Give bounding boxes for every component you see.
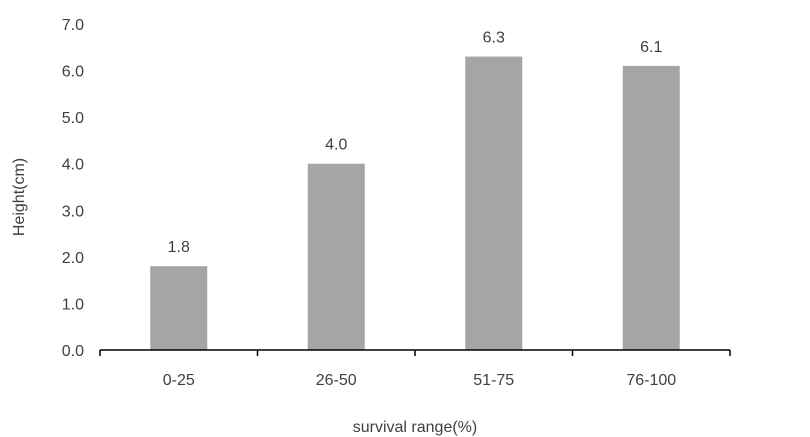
bar-0-25 — [150, 266, 208, 350]
y-tick-label: 5.0 — [62, 110, 84, 127]
data-label: 1.8 — [168, 239, 190, 256]
bars — [150, 56, 680, 351]
data-label: 4.0 — [325, 137, 347, 154]
bar-51-75 — [465, 56, 523, 350]
y-axis-ticks: 0.0 1.0 2.0 3.0 4.0 5.0 6.0 7.0 — [62, 17, 84, 360]
data-label: 6.3 — [483, 30, 505, 47]
bar-26-50 — [307, 163, 365, 350]
data-labels: 1.8 4.0 6.3 6.1 — [168, 30, 663, 257]
x-tick-label: 51-75 — [473, 372, 514, 389]
y-tick-label: 4.0 — [62, 157, 84, 174]
y-tick-label: 1.0 — [62, 296, 84, 313]
bar-76-100 — [622, 65, 680, 351]
data-label: 6.1 — [640, 39, 662, 56]
x-axis-title: survival range(%) — [353, 419, 477, 436]
x-axis-ticks: 0-25 26-50 51-75 76-100 — [99, 350, 731, 389]
x-tick-label: 26-50 — [316, 372, 357, 389]
x-tick-label: 0-25 — [163, 372, 195, 389]
y-tick-label: 6.0 — [62, 64, 84, 81]
y-tick-label: 3.0 — [62, 203, 84, 220]
x-tick-label: 76-100 — [626, 372, 676, 389]
y-axis-title: Height(cm) — [11, 158, 28, 236]
y-tick-label: 0.0 — [62, 343, 84, 360]
y-tick-label: 7.0 — [62, 17, 84, 34]
y-tick-label: 2.0 — [62, 250, 84, 267]
